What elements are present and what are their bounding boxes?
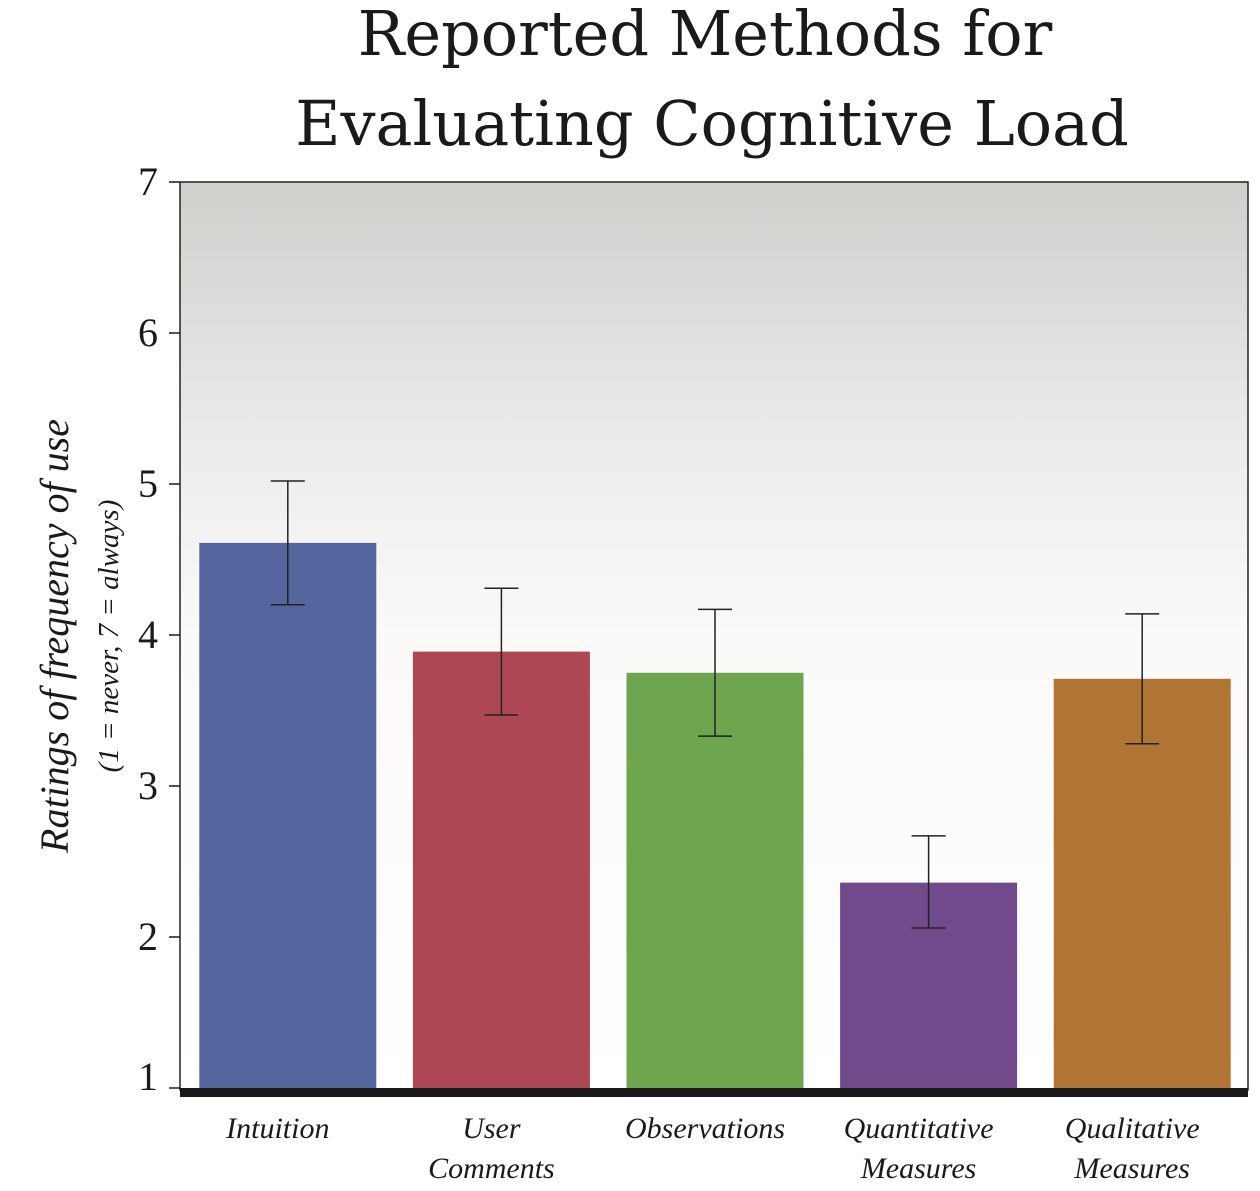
x-tick-label: Measures	[1073, 1152, 1190, 1185]
y-axis-sublabel: (1 = never, 7 = always)	[93, 500, 125, 773]
bars-group	[199, 542, 1231, 1088]
y-tick-label: 6	[138, 310, 158, 355]
y-tick-label: 4	[138, 612, 158, 657]
y-tick-label: 2	[138, 914, 158, 959]
error-bars-group	[270, 480, 1160, 929]
x-tick-label: Quantitative	[844, 1112, 994, 1145]
error-bar	[270, 480, 305, 606]
x-tick-label: Qualitative	[1065, 1112, 1200, 1145]
error-bar	[911, 835, 946, 929]
bar	[626, 672, 804, 1088]
y-tick-label: 5	[138, 461, 158, 506]
bar	[1053, 678, 1231, 1088]
bar	[199, 542, 377, 1088]
x-tick-label: Intuition	[225, 1112, 329, 1145]
error-bar	[1125, 613, 1160, 745]
y-tick-label: 1	[138, 1054, 158, 1099]
chart-title-line-1: Reported Methods for	[358, 0, 1053, 70]
error-bar	[484, 587, 519, 716]
x-tick-label: Observations	[625, 1112, 785, 1145]
bar	[412, 651, 590, 1088]
x-axis-baseline	[180, 1088, 1248, 1097]
y-axis-label: Ratings of frequency of use	[32, 419, 77, 854]
x-tick-label: User	[462, 1112, 521, 1145]
x-tick-label: Measures	[860, 1152, 977, 1185]
y-tick-label: 3	[138, 763, 158, 808]
y-tick-label: 7	[138, 159, 158, 204]
x-tick-label: Comments	[428, 1152, 555, 1185]
x-axis-labels: Intuition User Comments Observations Quantit…	[225, 1112, 1200, 1185]
error-bar	[698, 608, 732, 737]
y-axis-ticks: 1 2 3 4 5 6 7	[138, 159, 180, 1099]
chart-title-line-2: Evaluating Cognitive Load	[295, 87, 1129, 160]
